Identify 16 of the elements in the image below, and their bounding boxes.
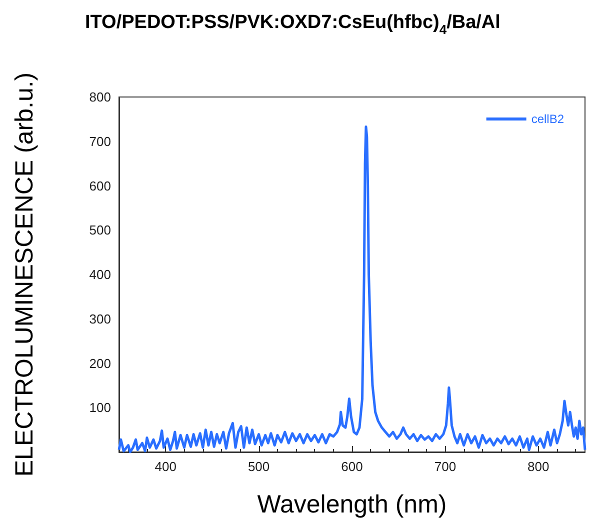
y-tick-label: 500 <box>89 222 111 238</box>
x-tick-label: 500 <box>248 459 270 474</box>
x-tick-label: 600 <box>341 459 363 474</box>
x-tick-label: 800 <box>528 459 550 474</box>
y-axis-title: ELECTROLUMINESCENCE (arb.u.) <box>10 72 38 477</box>
x-axis-title: Wavelength (nm) <box>257 490 447 518</box>
y-tick-label: 700 <box>89 134 111 149</box>
legend-label: cellB2 <box>531 112 564 126</box>
y-tick-label: 600 <box>89 178 111 194</box>
y-tick-label: 100 <box>89 400 111 416</box>
y-tick-label: 200 <box>89 356 111 371</box>
y-tick-label: 400 <box>89 267 111 282</box>
x-tick-label: 700 <box>434 459 456 474</box>
x-tick-label: 400 <box>154 459 176 474</box>
y-tick-label: 800 <box>89 90 111 104</box>
y-tick-label: 300 <box>89 311 111 326</box>
